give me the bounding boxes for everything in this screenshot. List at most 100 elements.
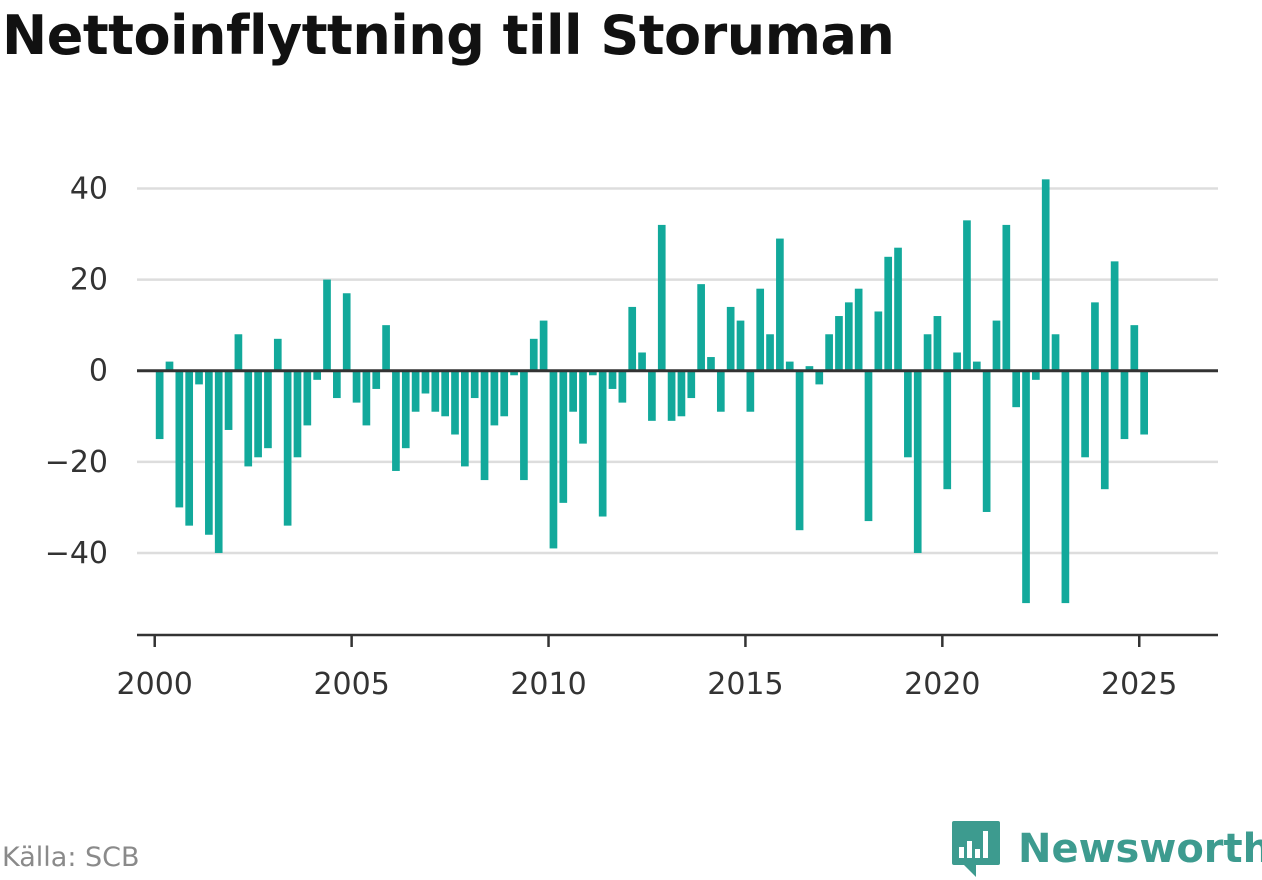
bar bbox=[1120, 370, 1129, 440]
bar bbox=[687, 370, 696, 399]
bar bbox=[342, 293, 351, 371]
y-tick-label: 0 bbox=[89, 354, 108, 389]
bar bbox=[588, 370, 597, 376]
y-tick-label: 40 bbox=[70, 171, 108, 206]
bar bbox=[431, 370, 440, 412]
bar bbox=[835, 316, 843, 371]
bar bbox=[854, 288, 863, 371]
bar bbox=[1110, 261, 1119, 371]
axis-layer: 40 20 0 −20 −40 2000 2005 2010 2015 2020 2025 bbox=[45, 171, 1218, 702]
y-tick-label: 20 bbox=[70, 263, 108, 298]
bar bbox=[214, 370, 223, 553]
bar bbox=[165, 361, 174, 371]
bar bbox=[677, 370, 686, 417]
bar bbox=[776, 238, 784, 371]
bar bbox=[313, 370, 322, 380]
bar bbox=[1061, 370, 1070, 604]
bar bbox=[716, 370, 725, 412]
bar bbox=[756, 288, 765, 371]
grid-layer bbox=[137, 187, 1218, 555]
bar bbox=[195, 370, 203, 385]
bar bbox=[1130, 325, 1139, 371]
bar bbox=[461, 370, 469, 467]
bar bbox=[1091, 302, 1099, 371]
bar bbox=[234, 334, 243, 371]
bar bbox=[1022, 370, 1030, 604]
bar bbox=[490, 370, 499, 426]
bar bbox=[401, 370, 410, 449]
bar bbox=[598, 370, 607, 517]
bar bbox=[726, 306, 735, 371]
bar bbox=[805, 366, 814, 371]
bar bbox=[382, 325, 390, 371]
bar bbox=[736, 320, 745, 371]
bar bbox=[293, 370, 302, 458]
x-tick-label: 2025 bbox=[1101, 667, 1177, 702]
bar bbox=[392, 370, 400, 471]
bar bbox=[844, 302, 853, 371]
bar bbox=[303, 370, 312, 426]
bar bbox=[972, 361, 981, 371]
y-tick-label: −20 bbox=[45, 445, 108, 480]
bar bbox=[707, 357, 715, 371]
source-note: Källa: SCB bbox=[2, 842, 140, 873]
bar bbox=[569, 370, 577, 412]
bar bbox=[1041, 179, 1050, 371]
bar bbox=[825, 334, 833, 371]
bar bbox=[1051, 334, 1060, 371]
bar bbox=[923, 334, 932, 371]
bar bbox=[470, 370, 479, 399]
x-tick-label: 2020 bbox=[904, 667, 980, 702]
bar bbox=[982, 370, 991, 512]
bar bbox=[657, 224, 666, 371]
bar bbox=[608, 370, 617, 389]
bar bbox=[648, 370, 656, 421]
bar bbox=[264, 370, 272, 449]
bar bbox=[224, 370, 233, 430]
bar bbox=[205, 370, 213, 535]
bar bbox=[766, 334, 774, 371]
bar bbox=[283, 370, 292, 526]
bar bbox=[963, 220, 971, 371]
bar bbox=[667, 370, 676, 421]
bar bbox=[904, 370, 912, 458]
bar bbox=[795, 370, 804, 531]
bar bbox=[1032, 370, 1040, 380]
bar bbox=[579, 370, 587, 444]
bar bbox=[175, 370, 184, 508]
bar bbox=[943, 370, 952, 490]
brand-logo[interactable]: Newsworthy bbox=[950, 818, 1262, 880]
bar bbox=[185, 370, 194, 526]
y-tick-label: −40 bbox=[45, 536, 108, 571]
bar bbox=[1002, 224, 1011, 371]
bar bbox=[500, 370, 509, 417]
bar bbox=[323, 279, 331, 371]
bar bbox=[155, 370, 164, 440]
bar bbox=[953, 352, 961, 371]
bar bbox=[894, 247, 902, 371]
bar bbox=[933, 316, 942, 371]
bar bbox=[628, 306, 637, 371]
bar bbox=[559, 370, 568, 503]
x-tick-label: 2000 bbox=[117, 667, 193, 702]
bar bbox=[480, 370, 489, 481]
bar bbox=[254, 370, 262, 458]
bar bbox=[1100, 370, 1109, 490]
bar bbox=[864, 370, 873, 522]
bar bbox=[333, 370, 341, 399]
bar bbox=[1140, 370, 1149, 435]
bar bbox=[638, 352, 646, 371]
bar bbox=[913, 370, 922, 553]
bar bbox=[352, 370, 361, 403]
bar bbox=[992, 320, 1001, 371]
bar bbox=[697, 284, 705, 371]
bar bbox=[451, 370, 459, 435]
bar bbox=[1081, 370, 1089, 458]
newsworthy-logo-icon bbox=[952, 821, 1000, 877]
bar bbox=[362, 370, 371, 426]
bar bbox=[746, 370, 755, 412]
x-tick-label: 2010 bbox=[510, 667, 586, 702]
bar bbox=[372, 370, 381, 389]
bar bbox=[539, 320, 548, 371]
